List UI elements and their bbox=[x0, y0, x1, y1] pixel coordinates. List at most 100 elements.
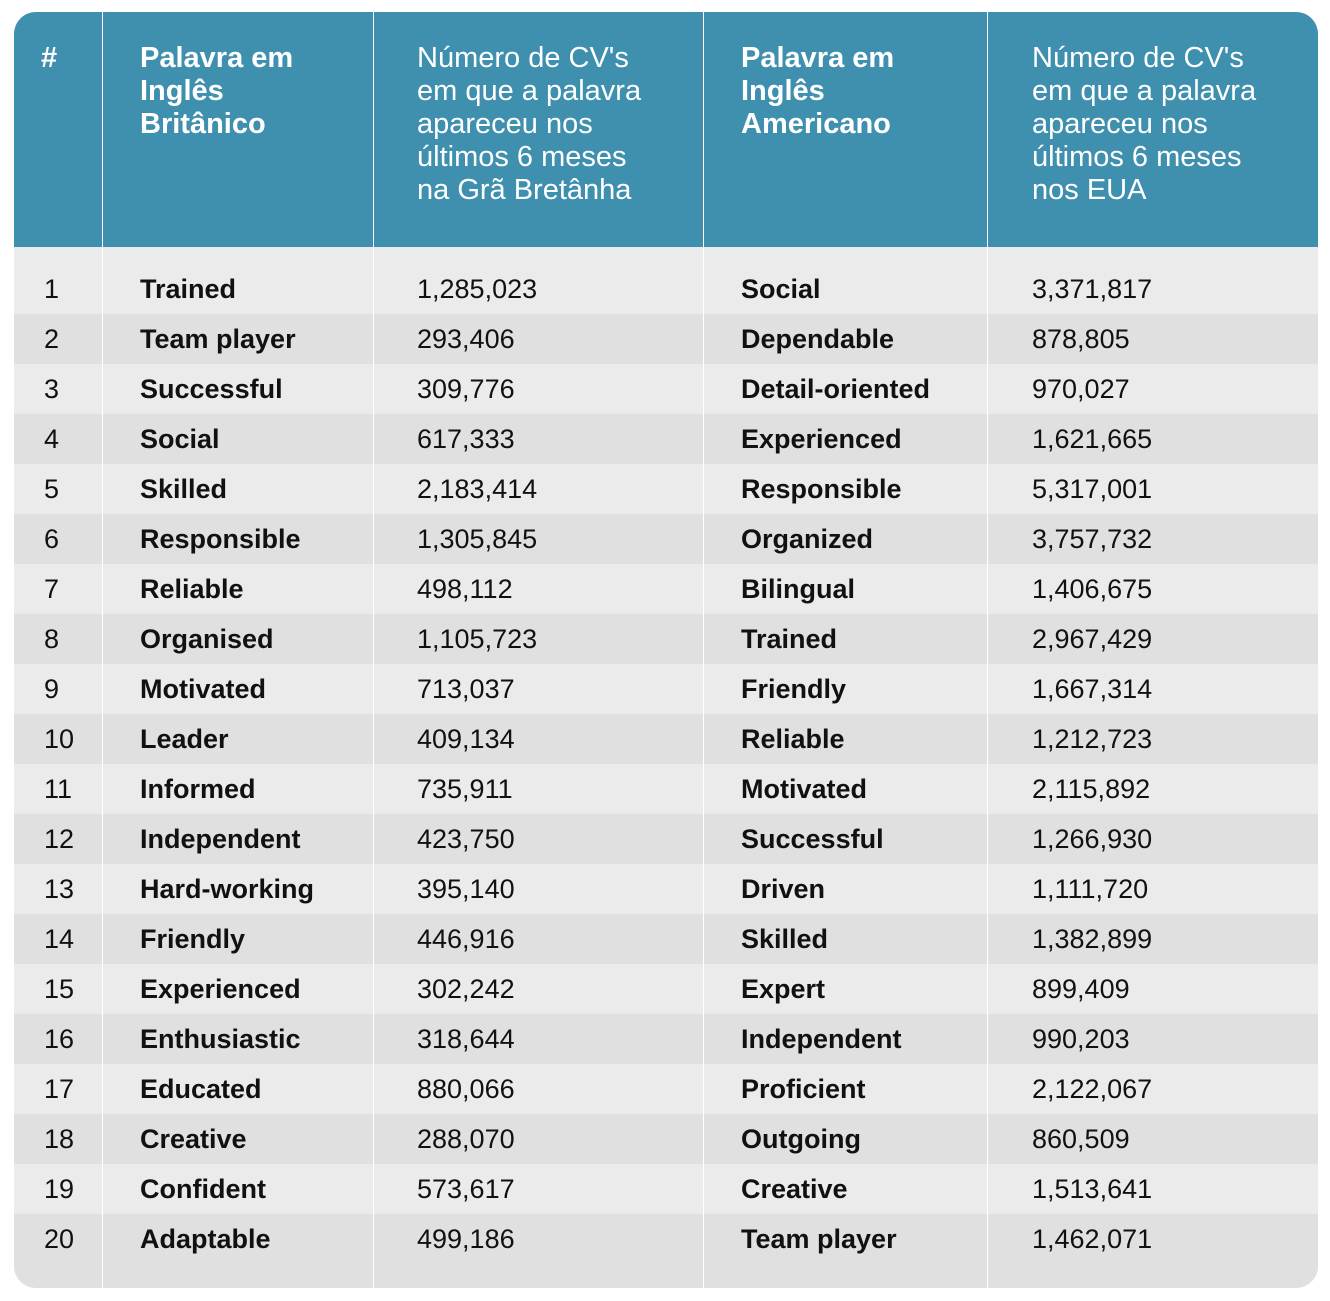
cell-uk-count: 880,066 bbox=[417, 1074, 515, 1104]
cell-us-word: Team player bbox=[741, 1224, 897, 1254]
header-us-word-line: Inglês bbox=[741, 75, 825, 107]
cell-number: 16 bbox=[44, 1024, 75, 1054]
cv-words-table: # Palavra em Inglês Britânico Número de … bbox=[14, 12, 1318, 1288]
cell-us-count: 1,266,930 bbox=[1032, 824, 1153, 854]
header-uk-word: Palavra em Inglês Britânico bbox=[140, 42, 293, 141]
cell-us-word: Social bbox=[741, 274, 821, 304]
cell-number: 12 bbox=[44, 824, 75, 854]
cell-number: 8 bbox=[44, 624, 60, 654]
header-us-word-line: Americano bbox=[741, 108, 891, 140]
cell-uk-count: 498,112 bbox=[417, 574, 513, 604]
cell-us-word: Reliable bbox=[741, 724, 845, 754]
cell-number: 1 bbox=[44, 274, 60, 304]
cell-us-word: Bilingual bbox=[741, 574, 855, 604]
table-row: 18 Creative 288,070 Outgoing 860,509 bbox=[14, 1114, 1318, 1164]
cell-uk-word: Reliable bbox=[140, 574, 244, 604]
cell-uk-word: Hard-working bbox=[140, 874, 315, 904]
header-us-count-line: em que a palavra bbox=[1032, 75, 1257, 107]
cell-us-count: 3,757,732 bbox=[1032, 524, 1153, 554]
cell-number: 10 bbox=[44, 724, 75, 754]
cell-uk-count: 409,134 bbox=[417, 724, 515, 754]
table-row: 17 Educated 880,066 Proficient 2,122,067 bbox=[14, 1064, 1318, 1114]
cell-uk-count: 1,105,723 bbox=[417, 624, 538, 654]
cell-us-count: 970,027 bbox=[1032, 374, 1130, 404]
table-row: 19 Confident 573,617 Creative 1,513,641 bbox=[14, 1164, 1318, 1214]
cell-us-word: Driven bbox=[741, 874, 826, 904]
cell-uk-word: Experienced bbox=[140, 974, 301, 1004]
table-row: 2 Team player 293,406 Dependable 878,805 bbox=[14, 314, 1318, 364]
cell-number: 3 bbox=[44, 374, 60, 404]
cell-number: 6 bbox=[44, 524, 60, 554]
cell-us-count: 1,667,314 bbox=[1032, 674, 1153, 704]
cell-uk-count: 446,916 bbox=[417, 924, 515, 954]
cell-uk-count: 713,037 bbox=[417, 674, 515, 704]
cell-us-count: 2,115,892 bbox=[1032, 774, 1151, 804]
cell-us-word: Experienced bbox=[741, 424, 902, 454]
header-us-word-line: Palavra em bbox=[741, 42, 895, 74]
cell-uk-count: 423,750 bbox=[417, 824, 515, 854]
column-divider bbox=[373, 12, 374, 1288]
cell-uk-word: Trained bbox=[140, 274, 237, 304]
cell-us-word: Detail-oriented bbox=[741, 374, 931, 404]
header-uk-word-line: Palavra em bbox=[140, 42, 294, 74]
cell-us-word: Independent bbox=[741, 1024, 902, 1054]
cell-uk-word: Team player bbox=[140, 324, 296, 354]
header-us-count: Número de CV's em que a palavra apareceu… bbox=[1032, 42, 1256, 207]
header-us-count-line: apareceu nos bbox=[1032, 108, 1208, 140]
cell-us-word: Skilled bbox=[741, 924, 829, 954]
cell-number: 9 bbox=[44, 674, 60, 704]
table-row: 16 Enthusiastic 318,644 Independent 990,203 bbox=[14, 1014, 1318, 1064]
cell-uk-word: Leader bbox=[140, 724, 229, 754]
cell-uk-count: 395,140 bbox=[417, 874, 515, 904]
cell-uk-count: 735,911 bbox=[417, 774, 513, 804]
header-us-count-line: Número de CV's bbox=[1032, 42, 1244, 74]
cell-us-count: 899,409 bbox=[1032, 974, 1130, 1004]
cell-us-word: Dependable bbox=[741, 324, 895, 354]
column-divider bbox=[987, 12, 988, 1288]
cell-uk-word: Confident bbox=[140, 1174, 266, 1204]
header-uk-count-line: últimos 6 meses bbox=[417, 141, 627, 173]
cell-uk-word: Responsible bbox=[140, 524, 301, 554]
header-us-word: Palavra em Inglês Americano bbox=[741, 42, 894, 141]
cell-us-count: 5,317,001 bbox=[1032, 474, 1153, 504]
cell-number: 4 bbox=[44, 424, 60, 454]
cell-uk-count: 499,186 bbox=[417, 1224, 515, 1254]
cell-number: 14 bbox=[44, 924, 75, 954]
cell-us-word: Motivated bbox=[741, 774, 868, 804]
header-uk-count-line: na Grã Bretânha bbox=[417, 174, 632, 206]
cell-us-count: 1,462,071 bbox=[1032, 1224, 1153, 1254]
cell-us-word: Proficient bbox=[741, 1074, 866, 1104]
table-row: 13 Hard-working 395,140 Driven 1,111,720 bbox=[14, 864, 1318, 914]
cell-number: 15 bbox=[44, 974, 75, 1004]
cell-uk-count: 1,305,845 bbox=[417, 524, 538, 554]
header-uk-count-line: apareceu nos bbox=[417, 108, 593, 140]
cell-uk-word: Adaptable bbox=[140, 1224, 271, 1254]
column-divider bbox=[102, 12, 103, 1288]
cell-number: 5 bbox=[44, 474, 60, 504]
table-row: 11 Informed 735,911 Motivated 2,115,892 bbox=[14, 764, 1318, 814]
cell-us-count: 1,406,675 bbox=[1032, 574, 1153, 604]
table-row: 12 Independent 423,750 Successful 1,266,930 bbox=[14, 814, 1318, 864]
header-us-count-line: últimos 6 meses bbox=[1032, 141, 1242, 173]
header-us-count-line: nos EUA bbox=[1032, 174, 1147, 206]
cell-us-word: Outgoing bbox=[741, 1124, 861, 1154]
table-row: 14 Friendly 446,916 Skilled 1,382,899 bbox=[14, 914, 1318, 964]
table-row: 3 Successful 309,776 Detail-oriented 970,027 bbox=[14, 364, 1318, 414]
cell-us-word: Trained bbox=[741, 624, 838, 654]
cell-number: 19 bbox=[44, 1174, 75, 1204]
header-uk-count-line: Número de CV's bbox=[417, 42, 629, 74]
header-uk-word-line: Britânico bbox=[140, 108, 266, 140]
cell-uk-word: Creative bbox=[140, 1124, 247, 1154]
cell-number: 2 bbox=[44, 324, 60, 354]
table-row: 9 Motivated 713,037 Friendly 1,667,314 bbox=[14, 664, 1318, 714]
cell-uk-word: Organised bbox=[140, 624, 274, 654]
cell-number: 17 bbox=[44, 1074, 75, 1104]
cell-uk-word: Independent bbox=[140, 824, 301, 854]
cell-us-count: 878,805 bbox=[1032, 324, 1130, 354]
cell-uk-word: Motivated bbox=[140, 674, 267, 704]
cell-number: 11 bbox=[44, 774, 73, 804]
cell-uk-word: Skilled bbox=[140, 474, 228, 504]
table-row: 15 Experienced 302,242 Expert 899,409 bbox=[14, 964, 1318, 1014]
cell-uk-word: Successful bbox=[140, 374, 283, 404]
cell-uk-word: Friendly bbox=[140, 924, 246, 954]
